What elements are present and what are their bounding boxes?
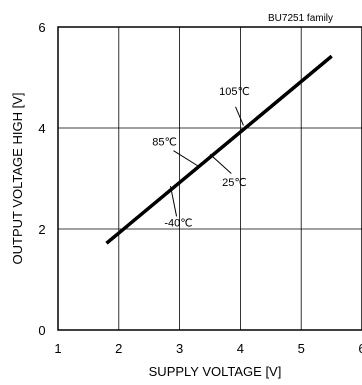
annotation-leader [209,153,232,174]
x-tick-label: 3 [176,341,183,356]
annotations: 105℃ 85℃ 25℃ -40℃ [152,86,250,229]
annotation-leader [169,185,178,217]
x-tick-label: 6 [358,341,362,356]
y-tick-label: 0 [38,323,45,338]
annotation-leader [235,106,244,126]
series [105,55,333,245]
y-axis-label: OUTPUT VOLTAGE HIGH [V] [10,93,25,265]
series-annotation: 105℃ [219,86,250,98]
y-tick-label: 2 [38,222,45,237]
x-tick-label: 2 [115,341,122,356]
series-annotation: -40℃ [164,217,192,229]
series-annotation: 85℃ [152,137,177,149]
series-annotation: 25℃ [222,177,247,189]
tick-labels: 1 2 3 4 5 6 0 2 4 6 [38,20,362,356]
x-tick-label: 5 [298,341,305,356]
x-tick-label: 4 [237,341,244,356]
y-tick-label: 4 [38,121,45,136]
y-tick-label: 6 [38,20,45,35]
series-line [105,55,333,245]
plot-frame [57,26,362,331]
annotation-leader [173,150,199,167]
grid [58,27,362,330]
chart-title: BU7251 family [268,13,333,24]
x-tick-label: 1 [54,341,61,356]
x-axis-label: SUPPLY VOLTAGE [V] [149,364,282,379]
